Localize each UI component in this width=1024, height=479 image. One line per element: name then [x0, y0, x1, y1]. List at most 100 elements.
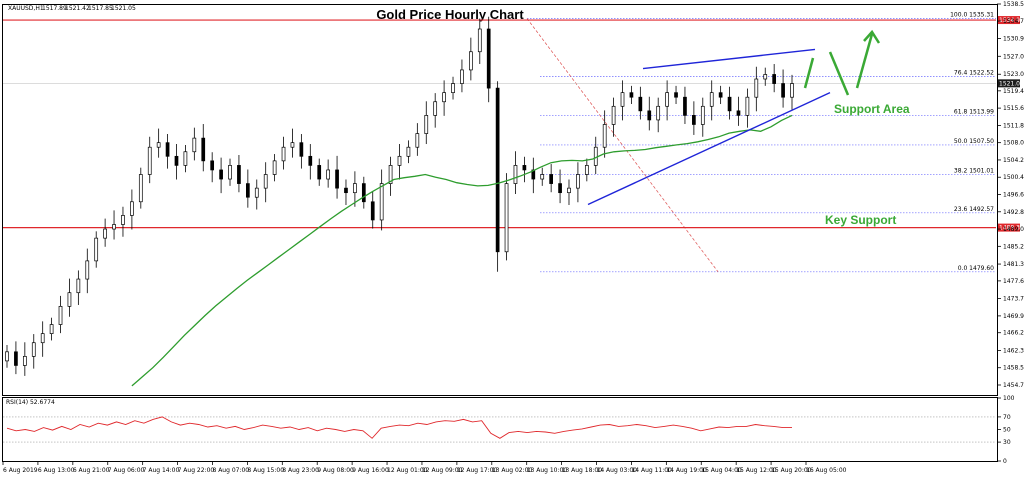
candle-body	[700, 105, 705, 125]
candle-body	[228, 165, 232, 180]
price-tick-label: 1496.60	[1003, 191, 1024, 198]
price-tick-label: 1515.60	[1003, 105, 1024, 112]
price-axis: 1538.50 1534.75 1530.90 1527.00 1523.05 1519.…	[997, 1, 1024, 389]
fib-level-label: 0.0 1479.60	[958, 265, 994, 272]
candle-body	[781, 83, 785, 98]
time-tick-label: 14 Aug 03:00	[597, 467, 638, 474]
price-tick-label: 1511.80	[1003, 122, 1024, 129]
projection-leg-down	[828, 51, 850, 96]
candle-body	[576, 174, 580, 189]
candle-body	[67, 292, 72, 307]
candle-body	[281, 146, 286, 162]
symbol-label: XAUUSD,H1	[8, 5, 44, 12]
candle-body	[397, 155, 402, 166]
candle-body	[736, 110, 741, 116]
rsi-label: RSI(14) 52.6774	[6, 399, 55, 406]
candle-body	[549, 174, 553, 184]
projection-arrow-shaft	[855, 33, 874, 89]
price-tick-label: 1538.50	[1003, 1, 1024, 8]
candle-body	[183, 151, 188, 166]
candle-body	[308, 155, 313, 166]
fib-level-label: 38.2 1501.01	[954, 167, 994, 174]
candle-body	[451, 83, 455, 94]
candle-body	[495, 87, 500, 253]
rsi-tick-label: 70	[1003, 414, 1011, 421]
candle-body	[174, 155, 179, 166]
price-tick-label: 1523.05	[1003, 71, 1024, 78]
candle-body	[763, 74, 768, 80]
candle-body	[790, 83, 794, 98]
fib-level-label: 100.0 1535.31	[950, 12, 994, 19]
candle-body	[246, 183, 250, 198]
price-tick-label: 1473.70	[1003, 296, 1024, 303]
time-tick-label: 15 Aug 20:00	[771, 467, 812, 474]
candle-body	[772, 74, 777, 84]
drawings	[587, 29, 881, 206]
time-tick-label: 6 Aug 13:00	[38, 467, 75, 474]
candle-body	[290, 142, 295, 148]
time-tick-label: 8 Aug 07:00	[212, 467, 249, 474]
candle-body	[14, 351, 18, 366]
candle-body	[665, 92, 669, 107]
price-tick-label: 1462.30	[1003, 347, 1024, 354]
ohlc-low: 1517.85	[88, 5, 113, 12]
price-tick-label: 1492.80	[1003, 209, 1024, 216]
time-tick-label: 7 Aug 22:00	[178, 467, 215, 474]
price-tick-label: 1489.00	[1003, 226, 1024, 233]
price-tick-label: 1519.40	[1003, 88, 1024, 95]
candle-body	[31, 342, 36, 357]
rsi-line	[6, 416, 792, 439]
resistance-level-label: 1534.97	[999, 17, 1024, 24]
price-tick-label: 1527.00	[1003, 53, 1024, 60]
ohlc-close: 1521.05	[111, 5, 136, 12]
time-tick-label: 14 Aug 11:00	[631, 467, 672, 474]
ohlc-high: 1521.42	[65, 5, 90, 12]
fib-level-label: 50.0 1507.50	[954, 138, 994, 145]
candle-body	[567, 187, 571, 194]
time-tick-label: 8 Aug 23:00	[282, 467, 319, 474]
price-tick-label: 1466.20	[1003, 330, 1024, 337]
time-tick-label: 16 Aug 05:00	[806, 467, 847, 474]
candle-body	[156, 142, 161, 148]
candle-body	[477, 28, 482, 53]
candle-body	[745, 96, 750, 116]
candle-body	[558, 183, 562, 194]
annotation-support-area: Support Area	[834, 102, 910, 116]
candle-body	[602, 124, 607, 148]
candle-body	[522, 165, 527, 171]
price-tick-label: 1469.90	[1003, 313, 1024, 320]
candle-body	[620, 92, 625, 107]
candle-body	[192, 137, 197, 153]
time-tick-label: 8 Aug 15:00	[247, 467, 284, 474]
price-panel-frame	[2, 4, 998, 396]
ohlc-readout: 1517.89 1521.42 1517.85 1521.05	[42, 5, 136, 12]
candle-body	[103, 228, 107, 239]
time-tick-label: 13 Aug 02:00	[492, 467, 533, 474]
support-level-tag	[998, 223, 1020, 232]
time-axis: 6 Aug 2019 6 Aug 13:006 Aug 21:007 Aug 06…	[2, 461, 847, 474]
candle-body	[629, 92, 634, 98]
candlesticks	[5, 16, 794, 376]
rsi-panel: 100 70 50 30 0 RSI(14) 52.6774	[3, 395, 1015, 465]
candle-body	[692, 115, 696, 125]
time-tick-label: 9 Aug 16:00	[352, 467, 389, 474]
candle-body	[415, 133, 420, 148]
candle-body	[22, 356, 27, 366]
candle-body	[424, 115, 429, 134]
candle-body	[683, 96, 687, 116]
time-tick-label: 12 Aug 17:00	[457, 467, 498, 474]
upper-trendline	[642, 48, 816, 70]
candle-body	[299, 142, 304, 157]
chart-title: Gold Price Hourly Chart	[376, 7, 524, 22]
candle-body	[656, 105, 661, 121]
rsi-tick-label: 0	[1003, 458, 1007, 465]
candle-body	[237, 165, 241, 184]
time-tick-label: 15 Aug 04:00	[701, 467, 742, 474]
current-price-tag	[998, 79, 1020, 88]
candle-body	[40, 333, 45, 344]
candle-body	[201, 137, 206, 162]
time-tick-label: 13 Aug 18:00	[562, 467, 603, 474]
time-tick-label: 14 Aug 19:00	[666, 467, 707, 474]
time-tick-label: 6 Aug 2019	[3, 467, 38, 474]
candle-body	[584, 165, 589, 175]
